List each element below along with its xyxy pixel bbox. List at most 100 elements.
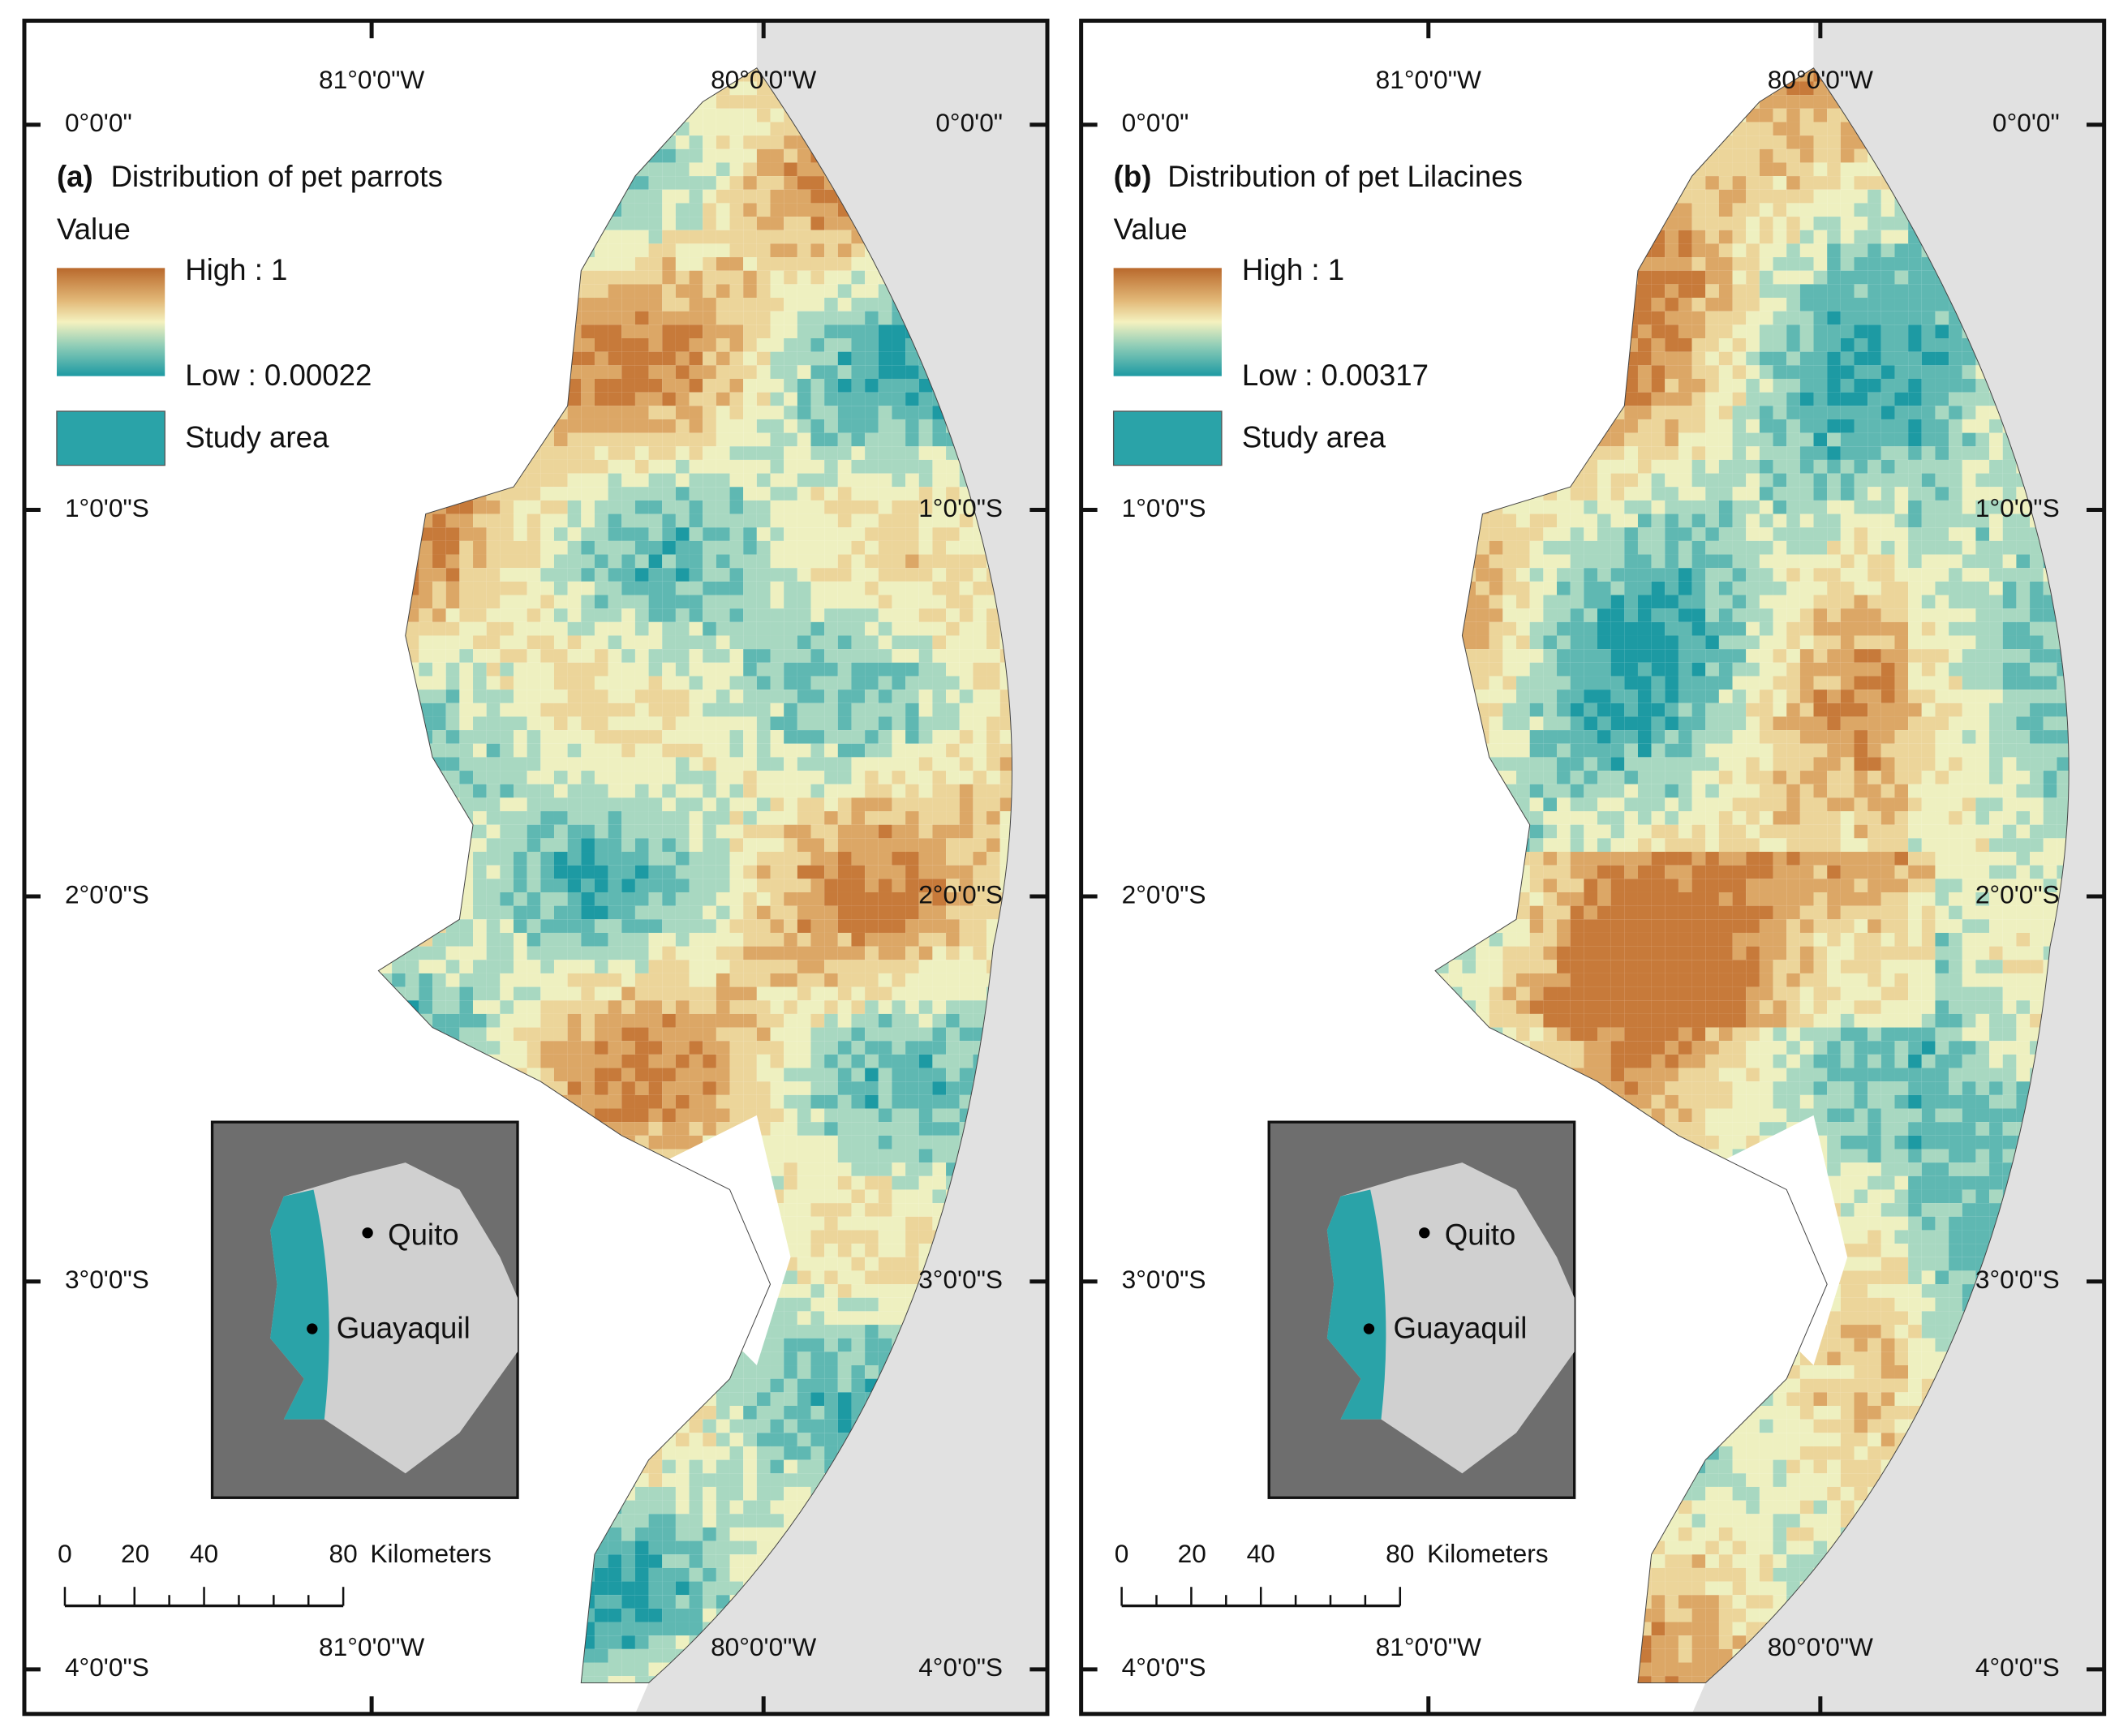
raster-cell — [540, 284, 554, 299]
raster-cell — [486, 973, 501, 987]
raster-cell — [473, 1027, 487, 1042]
raster-cell — [770, 203, 784, 217]
raster-cell — [567, 135, 582, 149]
raster-cell — [514, 324, 527, 338]
raster-cell — [608, 540, 622, 555]
raster-cell — [567, 554, 582, 569]
raster-cell — [608, 1459, 622, 1474]
raster-cell — [445, 243, 460, 258]
raster-cell — [689, 568, 703, 582]
raster-cell — [445, 1000, 460, 1014]
raster-cell — [594, 1013, 608, 1028]
raster-cell — [743, 203, 757, 217]
raster-cell — [729, 676, 744, 690]
raster-cell — [892, 905, 906, 920]
raster-cell — [527, 865, 541, 879]
raster-cell — [419, 203, 433, 217]
raster-cell — [553, 1473, 568, 1487]
raster-cell — [716, 1514, 730, 1528]
raster-cell — [621, 595, 635, 609]
raster-cell — [743, 703, 757, 717]
raster-cell — [540, 838, 554, 853]
raster-cell — [514, 568, 527, 582]
raster-cell — [689, 459, 703, 474]
raster-cell — [716, 122, 730, 136]
raster-cell — [770, 865, 784, 879]
raster-cell — [514, 771, 527, 784]
raster-cell — [527, 919, 541, 933]
raster-cell — [634, 1081, 649, 1095]
raster-cell — [473, 568, 487, 582]
raster-cell — [392, 324, 406, 338]
raster-cell — [851, 1054, 866, 1068]
raster-cell — [689, 919, 703, 933]
raster-cell — [784, 919, 797, 933]
raster-cell — [567, 446, 582, 460]
raster-cell — [527, 1297, 541, 1312]
raster-cell — [837, 1378, 852, 1393]
raster-cell — [553, 568, 568, 582]
raster-cell — [608, 459, 622, 474]
raster-cell — [756, 527, 771, 541]
raster-cell — [608, 824, 622, 839]
raster-cell — [648, 351, 663, 366]
raster-cell — [837, 270, 852, 285]
raster-cell — [553, 784, 568, 798]
raster-cell — [648, 986, 663, 1001]
raster-cell — [500, 581, 514, 595]
raster-cell — [797, 257, 811, 271]
raster-cell — [675, 1257, 690, 1271]
raster-cell — [473, 919, 487, 933]
raster-cell — [608, 1284, 622, 1298]
raster-cell — [851, 797, 866, 812]
raster-cell — [729, 338, 744, 352]
raster-cell — [581, 730, 595, 744]
raster-cell — [892, 1162, 906, 1176]
raster-cell — [473, 324, 487, 338]
raster-cell — [594, 581, 608, 595]
raster-cell — [716, 811, 730, 825]
raster-cell — [567, 176, 582, 190]
raster-cell — [634, 148, 649, 163]
raster-cell — [784, 1325, 797, 1339]
raster-cell — [608, 95, 622, 109]
raster-cell — [756, 1108, 771, 1123]
raster-cell — [770, 932, 784, 947]
raster-cell — [837, 392, 852, 406]
raster-cell — [634, 1162, 649, 1176]
raster-cell — [553, 676, 568, 690]
raster-cell — [553, 1257, 568, 1271]
raster-cell — [459, 135, 474, 149]
raster-cell — [892, 432, 906, 447]
raster-cell — [432, 540, 446, 555]
raster-cell — [553, 932, 568, 947]
raster-cell — [824, 568, 838, 582]
raster-cell — [675, 148, 690, 163]
raster-cell — [567, 1216, 582, 1231]
raster-cell — [500, 217, 514, 230]
raster-cell — [756, 690, 771, 703]
raster-cell — [810, 1338, 825, 1352]
raster-cell — [851, 1338, 866, 1352]
raster-cell — [675, 338, 690, 352]
raster-cell — [486, 892, 501, 906]
raster-cell — [473, 406, 487, 419]
raster-cell — [500, 1068, 514, 1082]
raster-cell — [432, 1676, 446, 1683]
raster-cell — [553, 1311, 568, 1326]
raster-cell — [405, 1662, 419, 1677]
raster-cell — [756, 1459, 771, 1474]
raster-cell — [527, 852, 541, 866]
raster-cell — [553, 432, 568, 447]
raster-cell — [810, 406, 825, 419]
raster-cell — [567, 621, 582, 636]
raster-cell — [419, 960, 433, 973]
raster-cell — [689, 203, 703, 217]
raster-cell — [500, 1094, 514, 1109]
raster-cell — [500, 716, 514, 731]
raster-cell — [527, 838, 541, 853]
raster-cell — [553, 284, 568, 299]
raster-cell — [500, 621, 514, 636]
raster-cell — [703, 1514, 716, 1528]
raster-cell — [608, 1527, 622, 1541]
